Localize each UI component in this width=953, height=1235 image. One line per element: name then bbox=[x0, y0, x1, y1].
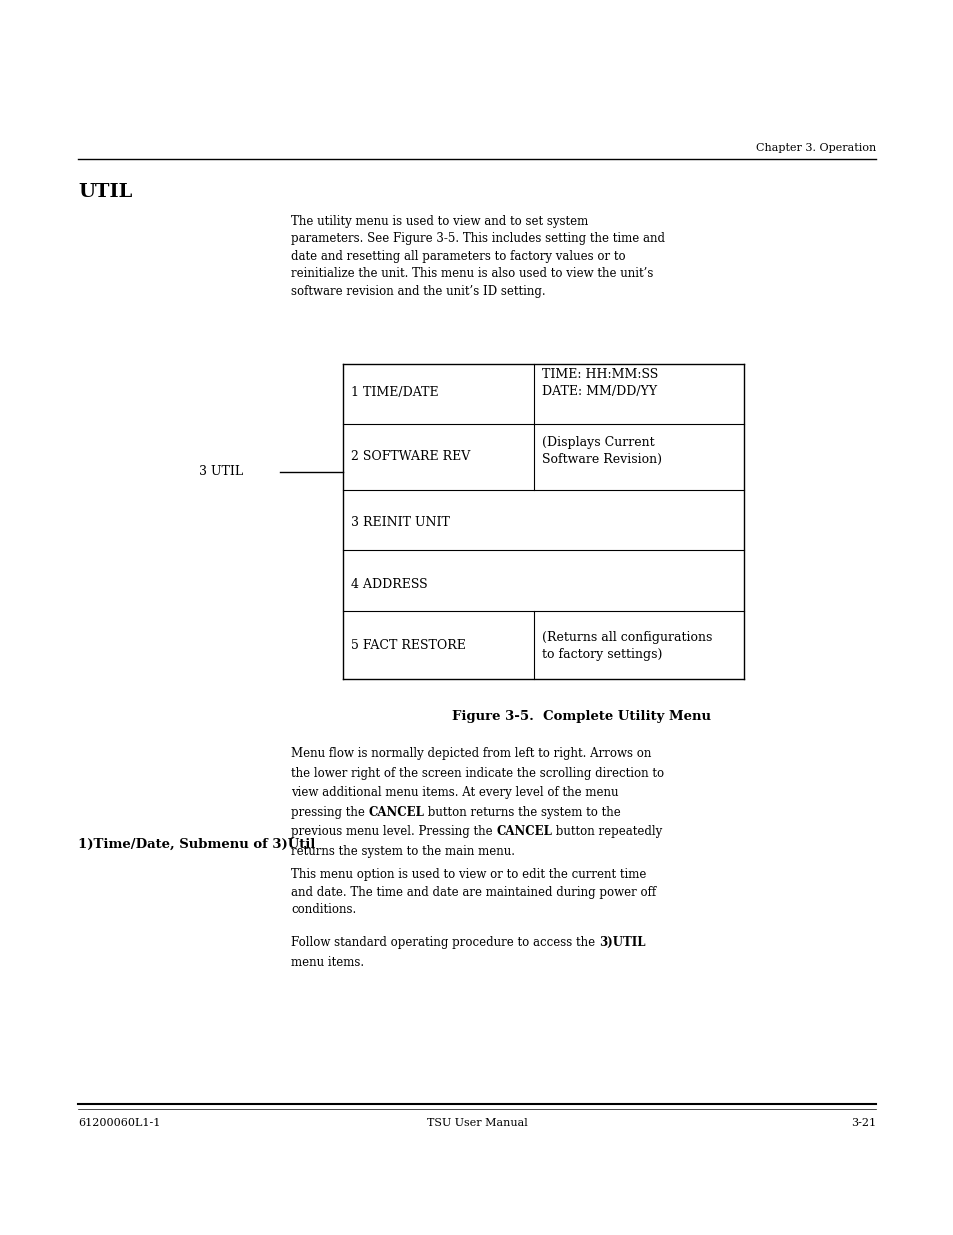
Text: 3 REINIT UNIT: 3 REINIT UNIT bbox=[351, 516, 450, 529]
Text: CANCEL: CANCEL bbox=[368, 805, 424, 819]
Text: Chapter 3. Operation: Chapter 3. Operation bbox=[755, 143, 875, 153]
Text: 1)Time/Date, Submenu of 3)Util: 1)Time/Date, Submenu of 3)Util bbox=[78, 837, 315, 851]
Text: CANCEL: CANCEL bbox=[496, 825, 552, 839]
Text: pressing the: pressing the bbox=[291, 805, 368, 819]
Text: Menu flow is normally depicted from left to right. Arrows on: Menu flow is normally depicted from left… bbox=[291, 747, 651, 761]
Text: previous menu level. Pressing the: previous menu level. Pressing the bbox=[291, 825, 496, 839]
Text: view additional menu items. At every level of the menu: view additional menu items. At every lev… bbox=[291, 787, 618, 799]
Text: TIME: HH:MM:SS
DATE: MM/DD/YY: TIME: HH:MM:SS DATE: MM/DD/YY bbox=[541, 368, 658, 398]
Text: returns the system to the main menu.: returns the system to the main menu. bbox=[291, 845, 515, 858]
Text: 2 SOFTWARE REV: 2 SOFTWARE REV bbox=[351, 451, 470, 463]
Text: button repeatedly: button repeatedly bbox=[552, 825, 661, 839]
Text: 3)UTIL: 3)UTIL bbox=[598, 936, 644, 950]
Text: 1 TIME/DATE: 1 TIME/DATE bbox=[351, 387, 438, 399]
Text: the lower right of the screen indicate the scrolling direction to: the lower right of the screen indicate t… bbox=[291, 767, 663, 779]
Text: 3-21: 3-21 bbox=[850, 1118, 875, 1128]
Text: 61200060L1-1: 61200060L1-1 bbox=[78, 1118, 160, 1128]
Text: (Returns all configurations
to factory settings): (Returns all configurations to factory s… bbox=[541, 631, 712, 661]
Text: 5 FACT RESTORE: 5 FACT RESTORE bbox=[351, 640, 465, 652]
Text: 4 ADDRESS: 4 ADDRESS bbox=[351, 578, 427, 590]
Text: Figure 3-5.  Complete Utility Menu: Figure 3-5. Complete Utility Menu bbox=[452, 710, 711, 724]
Text: The utility menu is used to view and to set system
parameters. See Figure 3-5. T: The utility menu is used to view and to … bbox=[291, 215, 664, 298]
Text: (Displays Current
Software Revision): (Displays Current Software Revision) bbox=[541, 436, 661, 466]
Text: This menu option is used to view or to edit the current time
and date. The time : This menu option is used to view or to e… bbox=[291, 868, 656, 916]
Text: TSU User Manual: TSU User Manual bbox=[426, 1118, 527, 1128]
Text: 3 UTIL: 3 UTIL bbox=[199, 466, 243, 478]
Text: UTIL: UTIL bbox=[78, 183, 132, 201]
Text: Follow standard operating procedure to access the: Follow standard operating procedure to a… bbox=[291, 936, 598, 950]
Text: menu items.: menu items. bbox=[291, 956, 364, 968]
Text: button returns the system to the: button returns the system to the bbox=[424, 805, 620, 819]
